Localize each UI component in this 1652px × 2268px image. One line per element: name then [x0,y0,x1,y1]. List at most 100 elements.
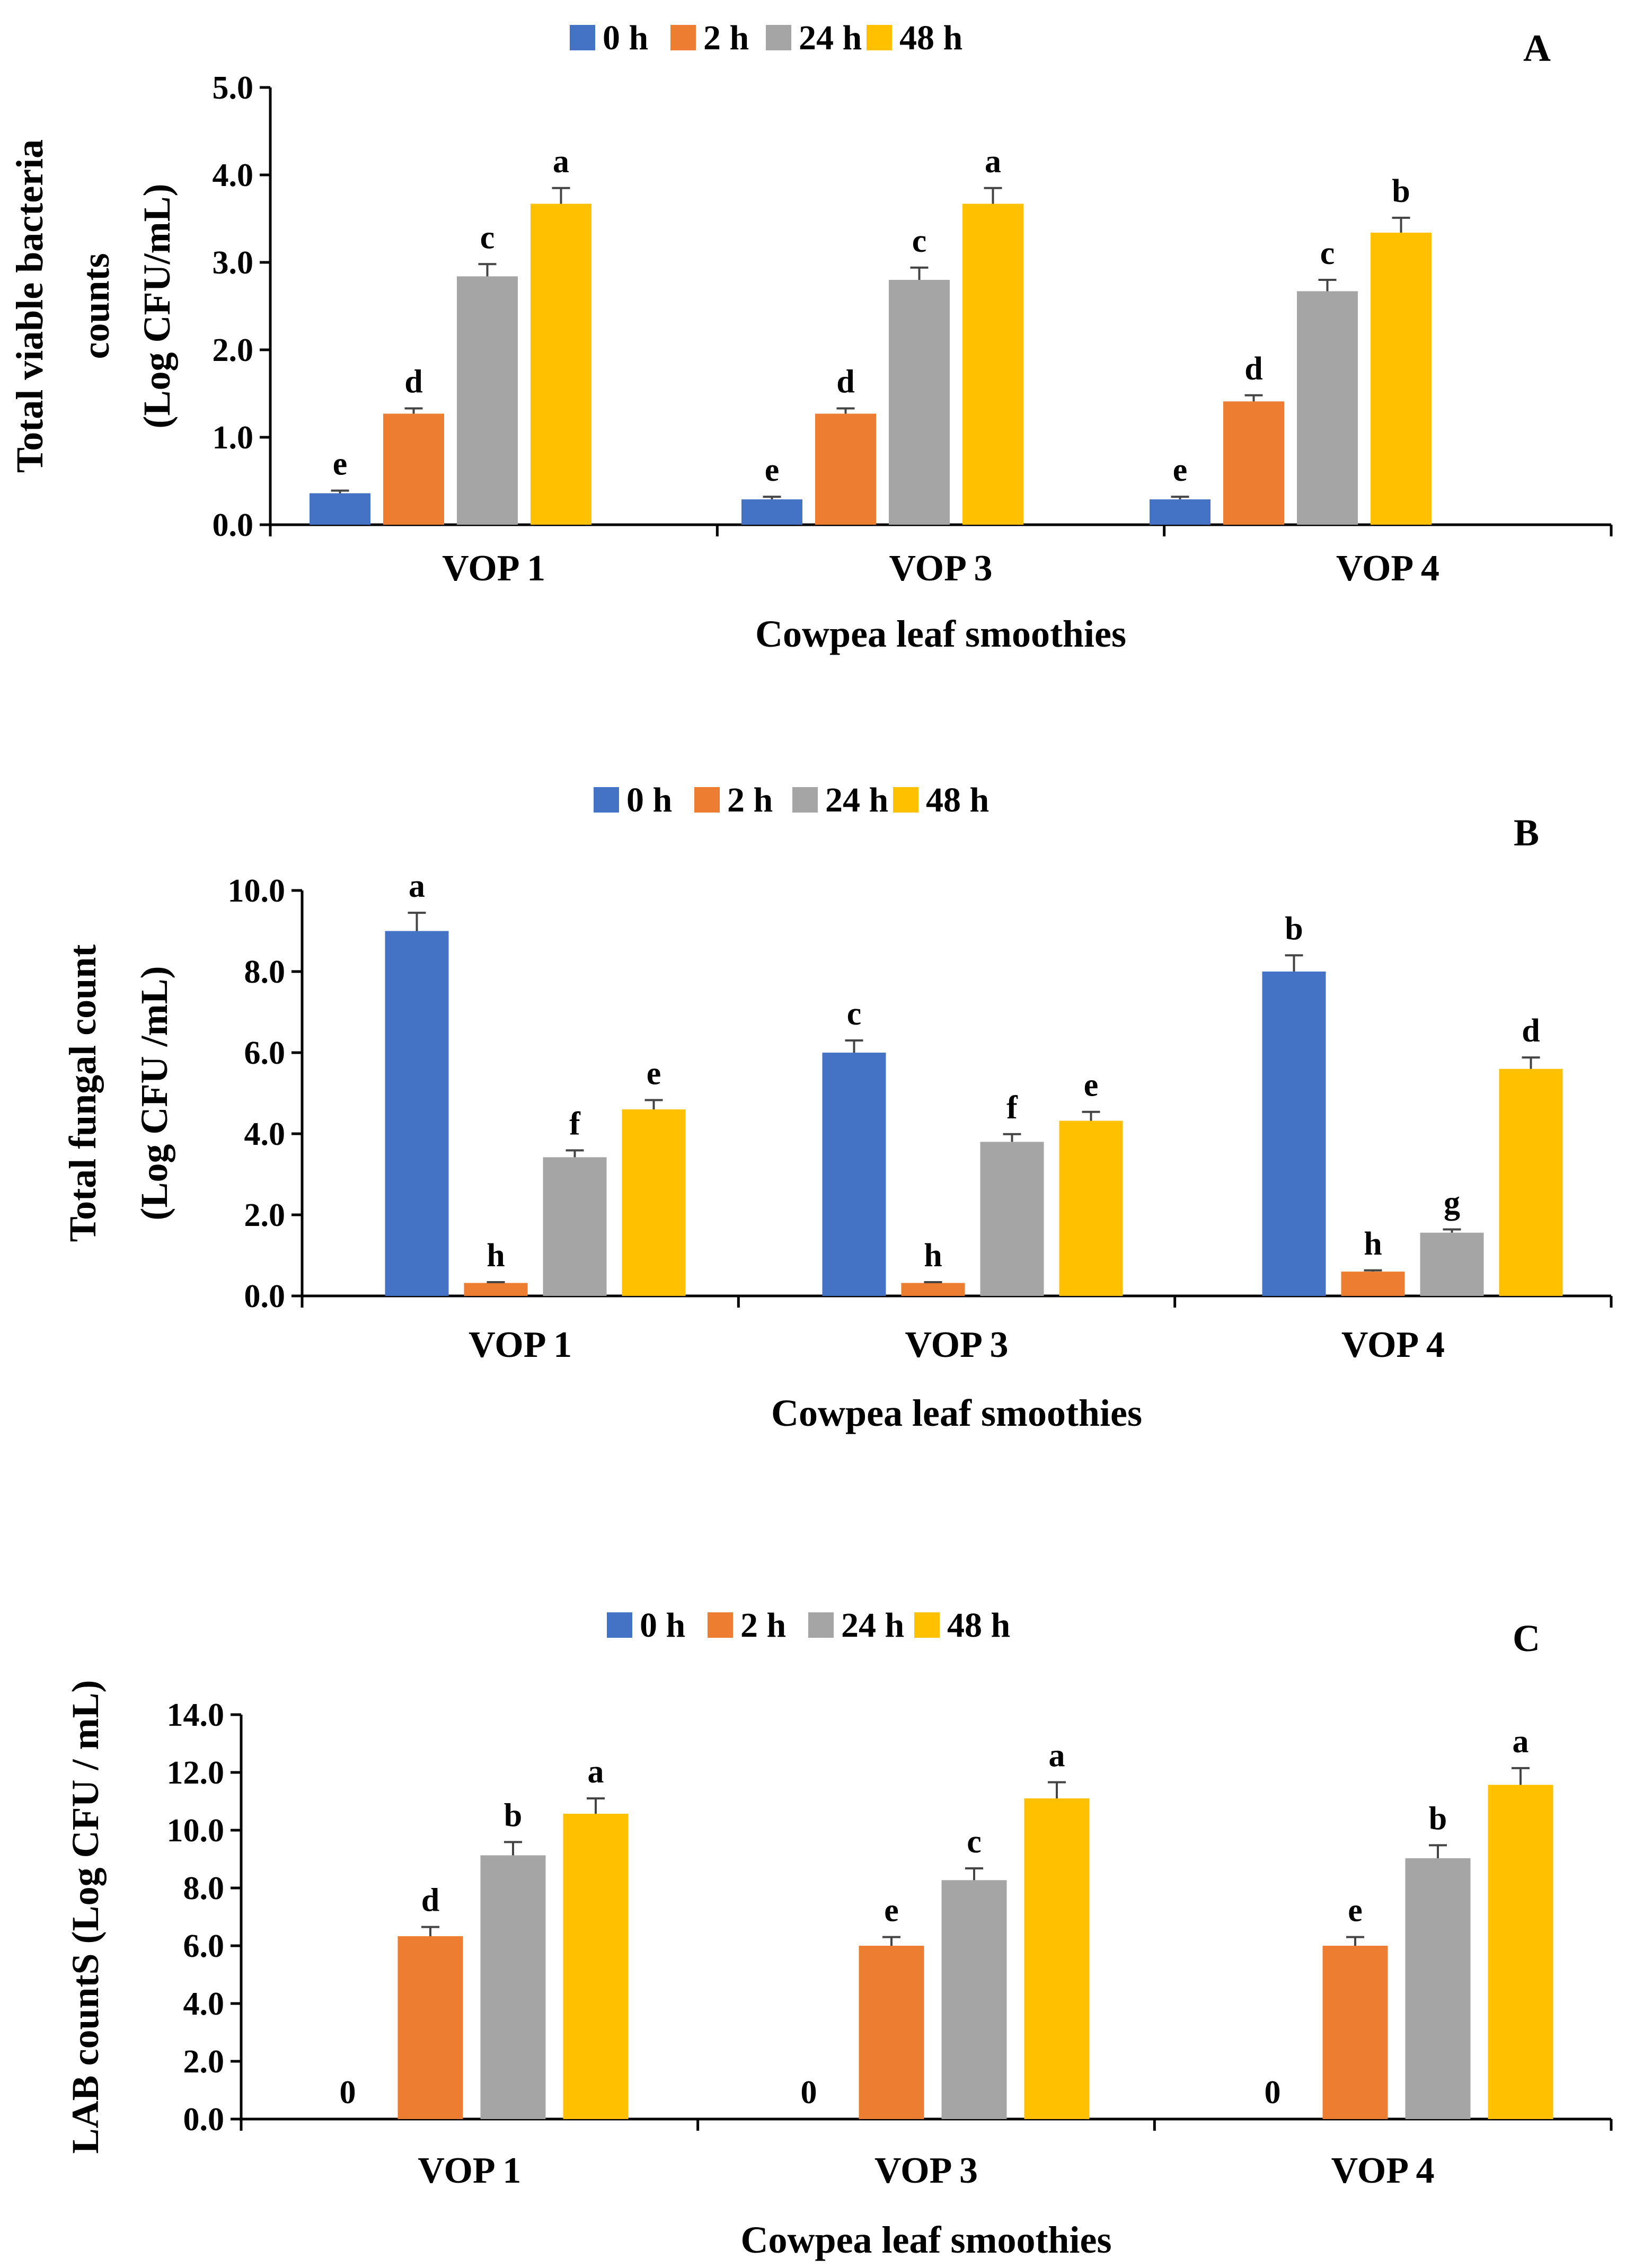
x-category-label: VOP 4 [1341,1325,1445,1365]
bar [1297,291,1358,525]
bar [962,204,1023,525]
legend-swatch [766,25,791,50]
significance-label: a [409,868,425,904]
significance-label: e [647,1056,661,1092]
legend-swatch [867,25,892,50]
bar [457,276,518,525]
x-category-label: VOP 4 [1336,548,1439,589]
y-tick-label: 8.0 [244,954,286,990]
significance-label: e [765,452,780,488]
legend-label: 2 h [727,781,773,819]
legend-label: 48 h [926,781,989,819]
legend-swatch [914,1612,940,1638]
y-tick-label: 6.0 [183,1928,225,1964]
x-category-label: VOP 1 [469,1325,572,1365]
significance-label: 0 [340,2075,356,2111]
x-category-label: VOP 4 [1331,2150,1435,2191]
significance-label: b [1285,911,1303,947]
y-axis-title: Total viable bacteria [8,139,51,473]
bar [1488,1785,1553,2119]
significance-label: 0 [801,2075,817,2111]
significance-label: c [480,219,495,255]
y-axis-title: (Log CFU/mL) [136,184,178,429]
significance-label: b [1392,173,1410,209]
bar [1322,1946,1388,2119]
chart-panel-b: 0.0 2.0 4.0 6.0 8.0 10.0 VOP 1 VOP 3 VOP 4 a c b h h h… [61,781,1613,1434]
significance-label: h [487,1238,505,1274]
significance-label: e [333,446,348,482]
significance-label: a [985,144,1001,180]
bar [859,1946,924,2119]
bar [941,1880,1007,2119]
x-axis-title: Cowpea leaf smoothies [755,613,1126,655]
y-tick-label: 10.0 [167,1813,225,1849]
y-tick-label: 6.0 [244,1035,286,1071]
y-tick-label: 4.0 [213,157,254,193]
significance-label: f [1006,1090,1018,1126]
bar [741,499,802,525]
y-tick-label: 8.0 [183,1870,225,1907]
bar [543,1157,607,1296]
legend-label: 24 h [799,19,862,57]
significance-label: a [1513,1724,1529,1760]
significance-label: b [1429,1801,1447,1837]
x-category-label: VOP 3 [889,548,993,589]
legend-label: 0 h [603,19,648,57]
significance-label: a [553,144,569,180]
y-tick-label: 1.0 [213,420,254,456]
significance-label: e [1084,1067,1099,1104]
bar [901,1283,965,1296]
bar [622,1109,686,1296]
y-tick-label: 2.0 [244,1197,286,1233]
significance-label: c [967,1824,982,1860]
y-tick-label: 2.0 [183,2044,225,2080]
significance-label: d [836,364,854,400]
bar [1059,1120,1123,1296]
y-tick-label: 4.0 [244,1116,286,1152]
y-tick-label: 10.0 [228,873,286,909]
x-category-label: VOP 1 [442,548,545,589]
bar [310,493,370,525]
bar [822,1053,886,1296]
chart-panel-c: 0.0 2.0 4.0 6.0 8.0 10.0 12.0 14.0 VOP 1 VOP 3 VOP… [64,1606,1613,2261]
legend-label: 2 h [703,19,749,57]
legend-label: 2 h [740,1606,786,1645]
x-axis-title: Cowpea leaf smoothies [771,1392,1142,1434]
panel-letter: C [1513,1617,1540,1660]
bar [1024,1798,1090,2119]
legend-label: 0 h [640,1606,685,1645]
y-tick-label: 2.0 [213,332,254,368]
y-tick-label: 0.0 [183,2102,225,2138]
bar [385,931,449,1296]
y-tick-label: 3.0 [213,245,254,281]
significance-label: a [588,1754,604,1790]
legend-label: 0 h [626,781,672,819]
bar [1499,1069,1563,1296]
bar [1420,1232,1484,1296]
significance-label: d [1522,1013,1540,1049]
significance-label: e [1348,1893,1363,1929]
bar [980,1142,1044,1296]
y-tick-label: 0.0 [213,507,254,543]
bar [1223,401,1284,525]
significance-label: h [924,1238,942,1274]
bar [383,413,444,525]
significance-label: e [1173,452,1188,488]
significance-label: d [1244,351,1262,387]
bar [1405,1858,1471,2119]
x-category-label: VOP 3 [874,2150,978,2191]
chart-panel-a: 0.0 1.0 2.0 3.0 4.0 5.0 VOP 1 VOP 3 VOP 4 e e e d d d c… [8,19,1613,655]
bar [397,1936,463,2119]
bar [889,280,950,525]
panel-letter: A [1523,27,1551,69]
bar [464,1283,528,1296]
significance-label: f [569,1106,581,1142]
x-category-label: VOP 1 [418,2150,521,2191]
significance-label: a [1049,1738,1065,1774]
bar [1150,499,1211,525]
y-tick-label: 12.0 [167,1755,225,1791]
legend-label: 24 h [841,1606,904,1645]
legend-swatch [694,787,720,813]
bar [1262,972,1326,1296]
y-axis-title: counts [75,253,117,359]
